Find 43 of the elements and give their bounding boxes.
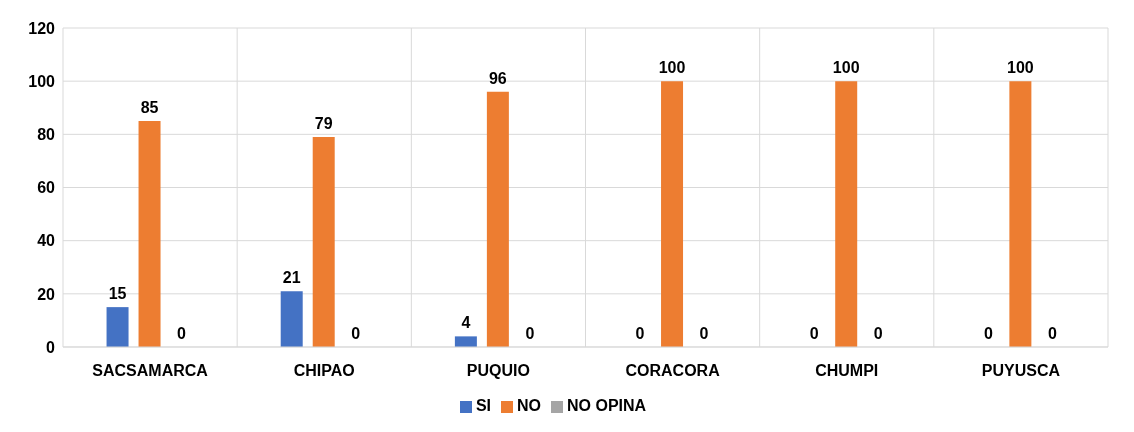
- data-label: 0: [635, 324, 645, 342]
- x-tick-label: PUQUIO: [466, 362, 530, 380]
- y-tick-label: 20: [37, 285, 56, 303]
- bar: [106, 307, 129, 347]
- bar: [661, 81, 684, 347]
- data-label: 0: [1047, 324, 1057, 342]
- bar: [312, 136, 335, 347]
- data-label: 21: [282, 269, 301, 287]
- y-tick-label: 80: [37, 126, 56, 144]
- data-label: 0: [699, 324, 709, 342]
- bar: [454, 336, 477, 347]
- x-tick-label: CORACORA: [625, 362, 721, 380]
- data-label: 79: [314, 114, 333, 132]
- data-label: 100: [832, 59, 860, 77]
- bar: [280, 291, 303, 347]
- data-label: 4: [461, 314, 471, 332]
- data-label: 0: [525, 324, 535, 342]
- y-tick-label: 100: [28, 72, 56, 90]
- y-tick-label: 120: [28, 19, 56, 37]
- x-tick-label: CHIPAO: [293, 362, 355, 380]
- y-tick-label: 0: [46, 338, 56, 356]
- data-label: 15: [108, 285, 127, 303]
- bar: [835, 81, 858, 347]
- y-tick-label: 40: [37, 232, 56, 250]
- y-tick-label: 60: [37, 179, 56, 197]
- legend-label: SI: [475, 397, 491, 414]
- data-label: 85: [140, 99, 159, 117]
- data-label: 0: [177, 324, 187, 342]
- data-label: 0: [351, 324, 361, 342]
- legend-label: NO OPINA: [567, 397, 647, 414]
- data-label: 0: [983, 324, 993, 342]
- x-tick-label: CHUMPI: [815, 362, 879, 380]
- bar: [138, 121, 161, 347]
- x-tick-label: SACSAMARCA: [92, 362, 209, 380]
- data-label: 0: [809, 324, 819, 342]
- data-label: 0: [873, 324, 883, 342]
- bar: [486, 91, 509, 347]
- data-label: 100: [658, 59, 686, 77]
- legend-label: NO: [517, 397, 541, 414]
- bar: [1009, 81, 1032, 347]
- x-tick-label: PUYUSCA: [981, 362, 1061, 380]
- data-label: 100: [1007, 59, 1034, 77]
- data-label: 96: [488, 69, 507, 87]
